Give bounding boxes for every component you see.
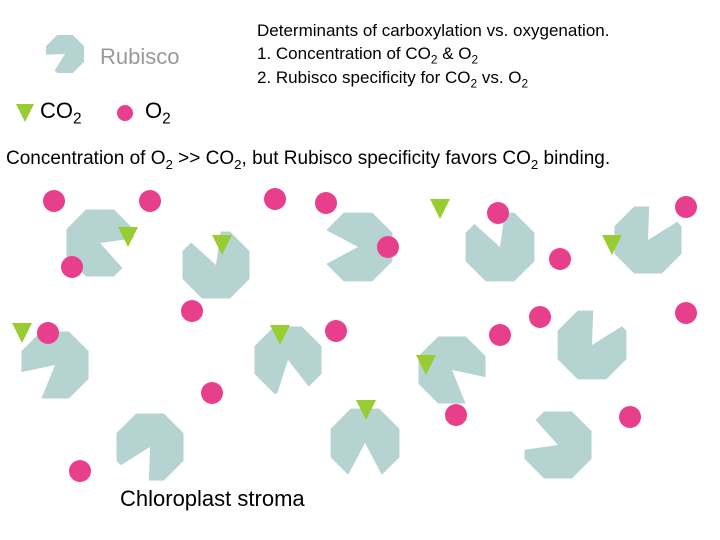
rubisco-icon [44, 33, 86, 75]
co2-icon [16, 104, 34, 127]
co2-icon [12, 323, 32, 348]
stroma-label: Chloroplast stroma [120, 486, 305, 512]
co2-icon [602, 235, 622, 260]
o2-icon [315, 192, 337, 214]
o2-icon [325, 320, 347, 342]
rubisco-label: Rubisco [100, 44, 179, 70]
co2-icon [118, 227, 138, 252]
o2-icon [619, 406, 641, 428]
co2-label: CO2 [40, 98, 82, 128]
o2-icon [377, 236, 399, 258]
rubisco-icon [521, 408, 595, 482]
o2-icon [181, 300, 203, 322]
o2-icon [43, 190, 65, 212]
o2-icon [37, 322, 59, 344]
o2-icon [201, 382, 223, 404]
o2-icon [675, 302, 697, 324]
o2-icon [69, 460, 91, 482]
co2-icon [430, 199, 450, 224]
rubisco-icon [611, 203, 685, 277]
summary-text: Concentration of O2 >> CO2, but Rubisco … [6, 148, 716, 172]
o2-icon [529, 306, 551, 328]
co2-icon [356, 400, 376, 425]
o2-icon [139, 190, 161, 212]
o2-icon [487, 202, 509, 224]
determinants-text: Determinants of carboxylation vs. oxygen… [257, 20, 687, 92]
co2-icon [270, 325, 290, 350]
co2-icon [416, 355, 436, 380]
determinants-line1: 1. Concentration of CO2 & O2 [257, 43, 687, 67]
stroma-diagram [0, 185, 720, 485]
o2-icon [264, 188, 286, 210]
o2-icon [445, 404, 467, 426]
co2-icon [212, 235, 232, 260]
rubisco-icon [113, 410, 187, 484]
o2-icon [675, 196, 697, 218]
rubisco-icon [554, 307, 630, 383]
o2-icon [117, 105, 133, 121]
determinants-line2: 2. Rubisco specificity for CO2 vs. O2 [257, 67, 687, 91]
o2-icon [549, 248, 571, 270]
determinants-title: Determinants of carboxylation vs. oxygen… [257, 20, 687, 43]
o2-icon [61, 256, 83, 278]
o2-label: O2 [145, 98, 171, 128]
o2-icon [489, 324, 511, 346]
